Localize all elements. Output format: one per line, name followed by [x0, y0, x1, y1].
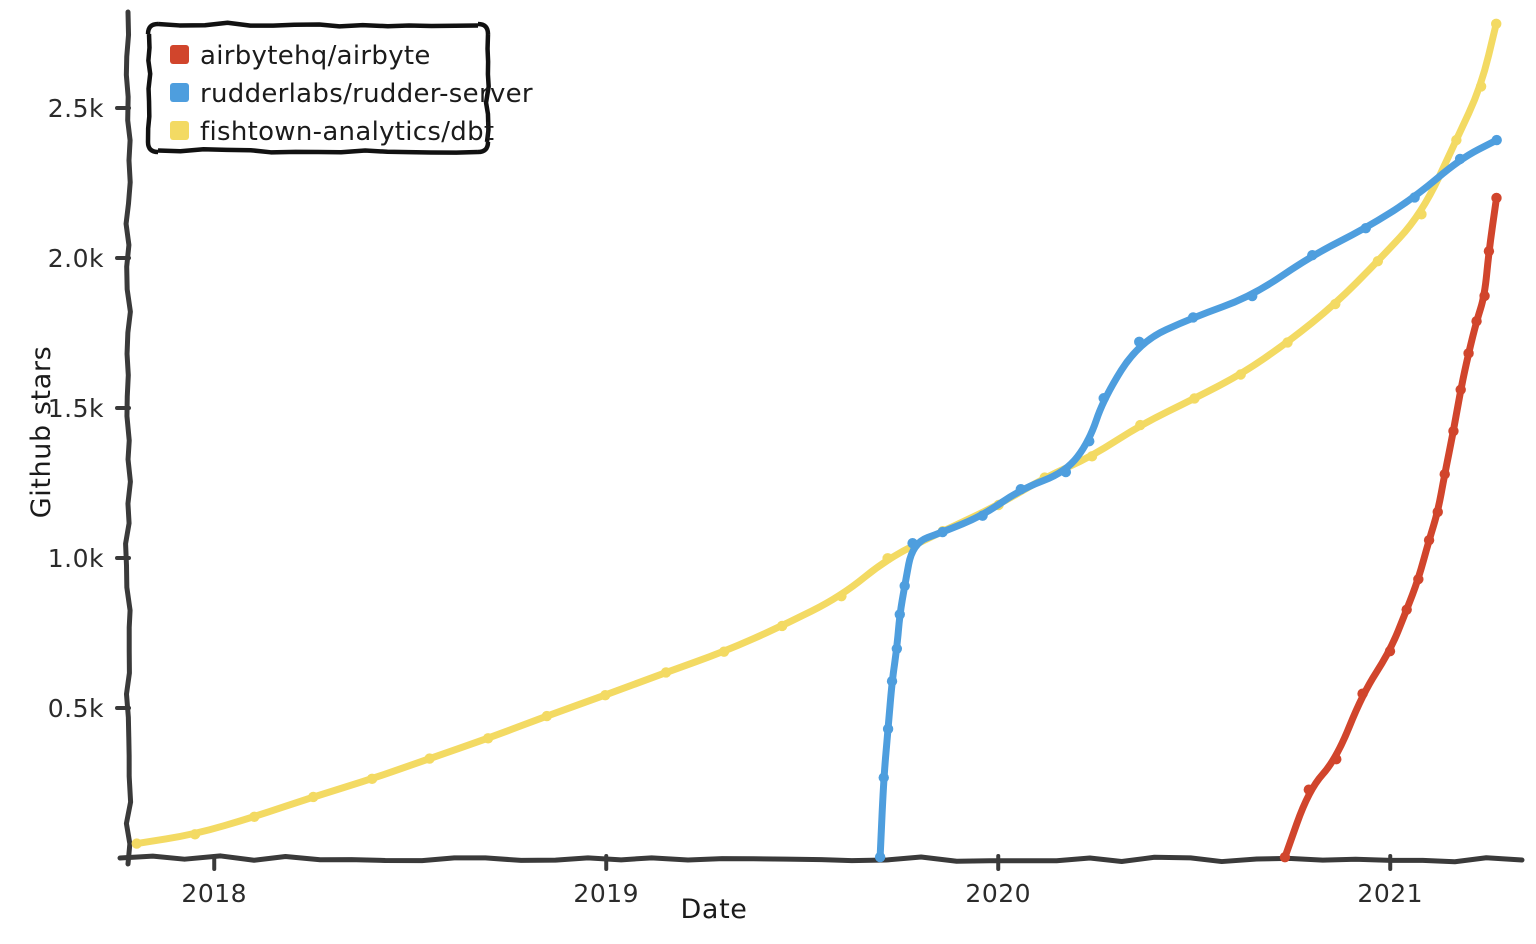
data-point-marker	[836, 590, 847, 602]
data-point-marker	[1279, 852, 1291, 863]
legend-item-airbytehq-airbyte[interactable]: airbytehq/airbyte	[170, 41, 431, 71]
data-point-marker	[1189, 393, 1200, 404]
data-point-marker	[1463, 348, 1474, 359]
x-tick-label: 2019	[573, 879, 639, 908]
data-point-marker	[1060, 466, 1072, 478]
x-tick-label: 2021	[1357, 879, 1423, 908]
legend-label: rudderlabs/rudder-server	[200, 79, 533, 109]
data-point-marker	[249, 811, 260, 823]
data-point-marker	[1483, 245, 1495, 257]
y-tick-label: 0.5k	[48, 694, 104, 723]
legend-swatch	[170, 121, 189, 140]
data-point-marker	[1423, 534, 1435, 546]
data-point-marker	[882, 723, 894, 735]
data-point-marker	[1454, 153, 1466, 165]
tick-labels-group: 0.5k 1.0k 1.5k 2.0k 2.5k 2018 2019 2020 2021	[48, 94, 1423, 908]
legend-swatch	[170, 83, 189, 102]
data-point-marker	[1372, 255, 1384, 267]
data-point-marker	[424, 753, 435, 764]
data-point-marker	[1135, 419, 1146, 431]
data-point-marker	[878, 772, 889, 783]
data-point-marker	[937, 526, 948, 538]
data-point-marker	[891, 643, 903, 654]
data-point-marker	[1401, 604, 1412, 615]
axis-titles-group: Date Github stars	[26, 346, 747, 925]
data-point-marker	[1247, 290, 1258, 302]
legend-box	[145, 20, 491, 155]
data-point-marker	[131, 838, 142, 849]
data-point-marker	[1098, 393, 1109, 404]
legend-swatch	[170, 45, 189, 64]
x-axis-line	[117, 853, 1525, 865]
legend-item-rudderlabs-rudder-server[interactable]: rudderlabs/rudder-server	[170, 79, 533, 109]
data-point-marker	[1409, 192, 1420, 203]
data-point-marker	[1235, 369, 1246, 380]
data-point-marker	[482, 733, 494, 744]
data-point-marker	[1084, 436, 1095, 447]
data-point-marker	[1134, 336, 1145, 348]
data-point-marker	[776, 620, 788, 632]
data-point-marker	[1413, 574, 1424, 585]
y-axis-line	[123, 9, 134, 867]
data-point-marker	[1015, 484, 1027, 495]
data-point-marker	[541, 710, 553, 722]
data-point-marker	[977, 510, 988, 521]
data-point-marker	[1471, 316, 1482, 327]
series-group	[131, 18, 1502, 863]
data-point-marker	[1282, 337, 1293, 348]
y-tick-label: 2.0k	[48, 244, 104, 273]
series-line	[1281, 194, 1500, 861]
data-point-marker	[1187, 312, 1199, 323]
y-tick-label: 1.0k	[48, 544, 104, 573]
data-point-marker	[874, 851, 886, 863]
data-point-marker	[1491, 18, 1502, 30]
legend-label: airbytehq/airbyte	[200, 41, 431, 71]
data-point-marker	[1086, 451, 1098, 462]
data-point-marker	[1448, 425, 1459, 437]
data-point-marker	[1331, 754, 1342, 765]
data-point-marker	[1360, 223, 1371, 234]
data-point-marker	[1432, 506, 1443, 518]
chart-legend[interactable]: airbytehq/airbyte rudderlabs/rudder-serve…	[145, 20, 533, 155]
x-axis-title: Date	[681, 894, 748, 925]
data-point-marker	[1384, 646, 1396, 657]
series-airbytehq-airbyte	[1279, 192, 1502, 863]
y-axis-title: Github stars	[26, 346, 57, 519]
x-tick-label: 2018	[181, 879, 247, 908]
legend-item-fishtown-analytics-dbt[interactable]: fishtown-analytics/dbt	[170, 117, 494, 147]
data-point-marker	[907, 537, 918, 549]
x-tick-label: 2020	[965, 879, 1031, 908]
data-point-marker	[1303, 784, 1315, 795]
data-point-marker	[366, 773, 378, 785]
data-point-marker	[660, 667, 672, 678]
tick-marks-group	[115, 106, 1393, 871]
data-point-marker	[1357, 688, 1368, 699]
series-rudderlabs-rudder-server	[874, 134, 1502, 863]
data-point-marker	[1416, 209, 1427, 220]
data-point-marker	[1455, 384, 1466, 395]
data-point-marker	[600, 689, 611, 701]
data-point-marker	[1491, 134, 1502, 146]
data-point-marker	[1307, 250, 1318, 261]
data-point-marker	[886, 675, 898, 687]
series-line	[876, 136, 1501, 861]
data-point-marker	[894, 609, 905, 620]
data-point-marker	[1439, 469, 1450, 480]
data-point-marker	[718, 646, 730, 657]
data-point-marker	[308, 791, 319, 803]
data-point-marker	[1479, 290, 1490, 302]
legend-label: fishtown-analytics/dbt	[200, 117, 494, 147]
data-point-marker	[1330, 298, 1341, 310]
data-point-marker	[189, 829, 201, 840]
data-point-marker	[1491, 192, 1502, 204]
data-point-marker	[899, 580, 910, 592]
y-tick-label: 1.5k	[48, 394, 104, 423]
data-point-marker	[1451, 134, 1462, 146]
data-point-marker	[1475, 81, 1487, 92]
data-point-marker	[882, 553, 893, 564]
y-tick-label: 2.5k	[48, 94, 104, 123]
